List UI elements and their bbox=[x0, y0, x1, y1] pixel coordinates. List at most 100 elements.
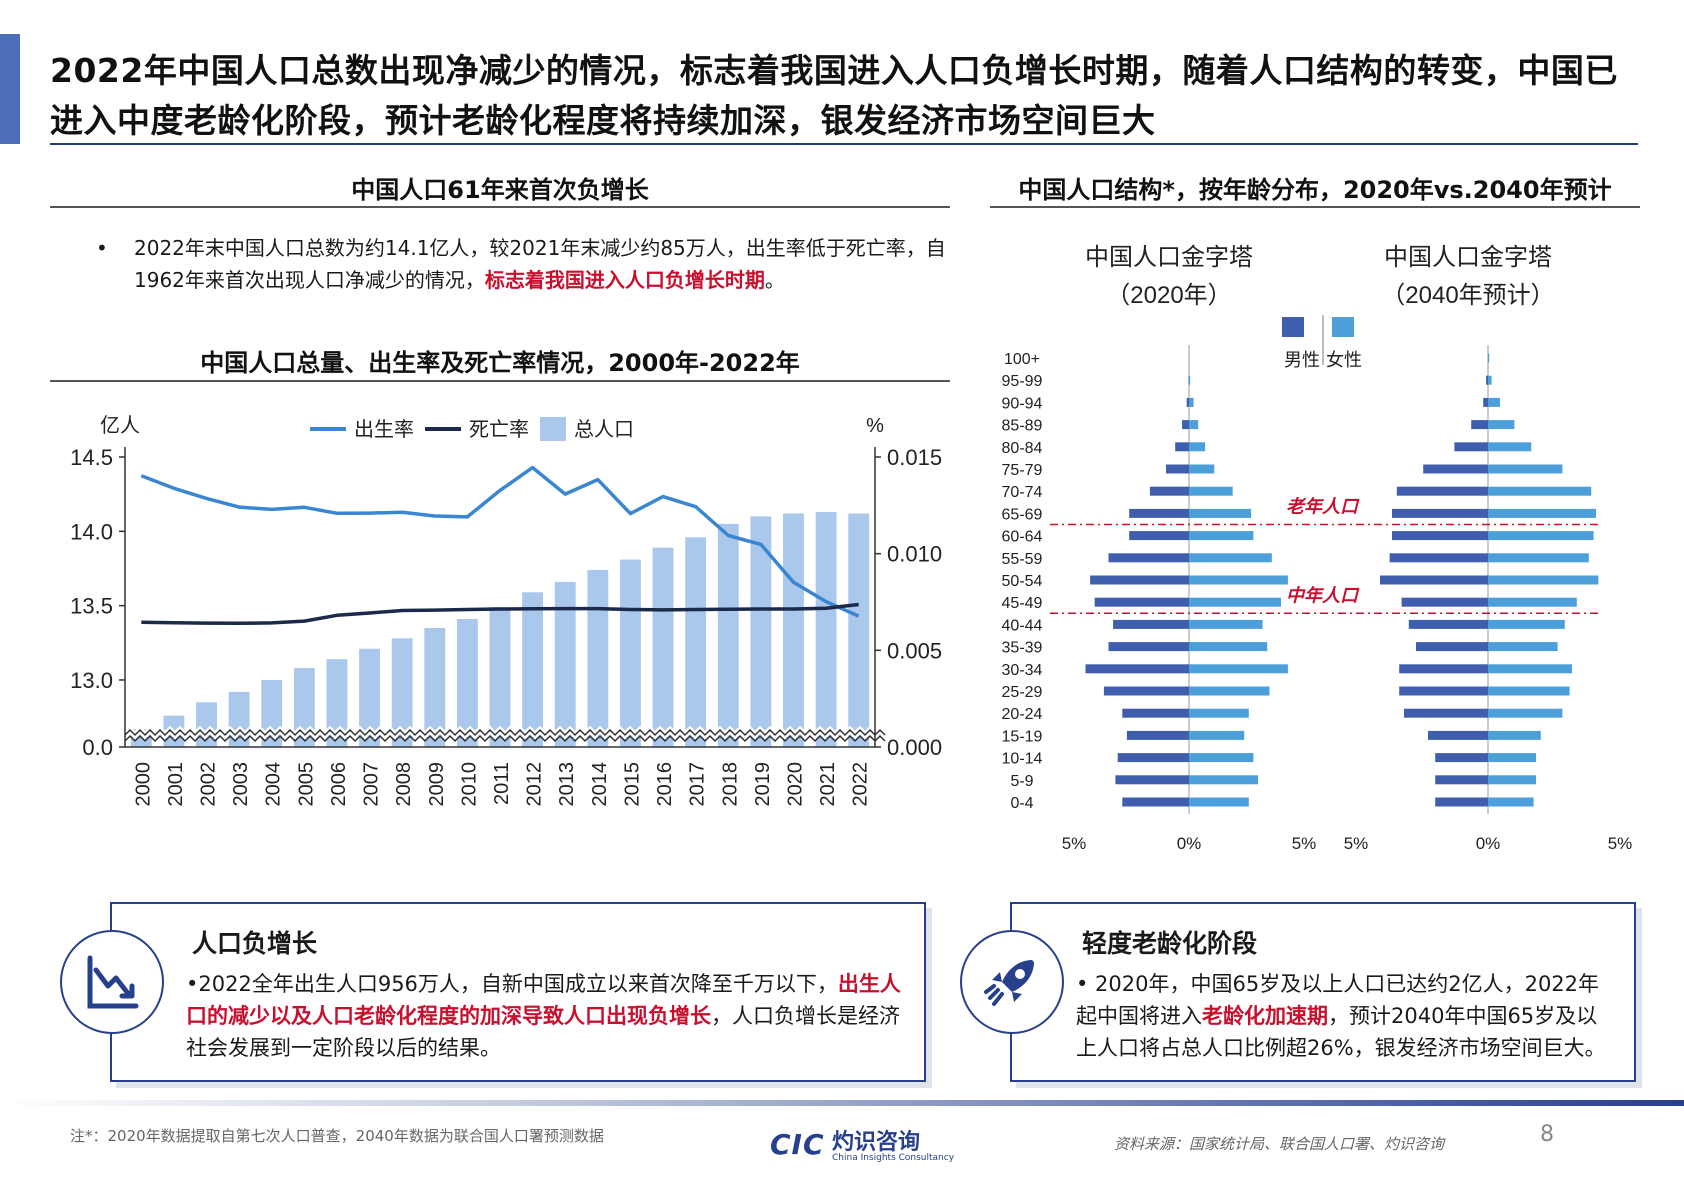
pyramid-bar-female bbox=[1488, 575, 1599, 585]
left-tick-label: 13.0 bbox=[70, 668, 113, 693]
pyramid-bar-male bbox=[1108, 553, 1189, 563]
right-tick-label: 0.000 bbox=[887, 735, 942, 760]
x-tick-label: 2017 bbox=[687, 762, 709, 807]
legend-label: 男性 bbox=[1284, 350, 1320, 370]
pyramid-bar-female bbox=[1488, 442, 1532, 452]
x-tick-label: 2020 bbox=[784, 762, 806, 807]
pyramid-bar-female bbox=[1488, 797, 1534, 807]
x-tick-label: 2016 bbox=[654, 762, 676, 807]
pyramid-bar-male bbox=[1149, 486, 1189, 496]
pyramid-bar-male bbox=[1428, 730, 1488, 740]
age-group-label: 55-59 bbox=[1002, 551, 1043, 568]
footnote: 注*：2020年数据提取自第七次人口普查，2040年数据为联合国人口署预测数据 bbox=[70, 1127, 604, 1145]
card-left-title: 人口负增长 bbox=[192, 929, 318, 958]
pyramid-bar-female bbox=[1189, 775, 1258, 785]
x-tick-label: 2005 bbox=[295, 762, 317, 807]
pyramid-bar-female bbox=[1488, 375, 1492, 385]
combo-chart-title: 中国人口总量、出生率及死亡率情况，2000年-2022年 bbox=[200, 349, 800, 377]
x-tick-label: 2007 bbox=[361, 762, 383, 807]
footer-divider bbox=[0, 1100, 1684, 1106]
legend-label: 死亡率 bbox=[469, 418, 529, 441]
x-tick-label: 2004 bbox=[263, 762, 285, 807]
x-tick-label: 2012 bbox=[524, 762, 546, 807]
pyramid-bar-female bbox=[1488, 753, 1536, 763]
pyramid-bar-female bbox=[1189, 420, 1199, 430]
pyramid-bar-male bbox=[1090, 575, 1189, 585]
line-death-rate bbox=[141, 602, 859, 626]
age-group-label: 70-74 bbox=[1002, 484, 1043, 501]
rocket-icon bbox=[960, 930, 1064, 1034]
pyramid-bar-female bbox=[1189, 442, 1206, 452]
pyramid-bar-male bbox=[1399, 686, 1488, 696]
bar-total-population bbox=[391, 638, 413, 747]
pyramid-bar-female bbox=[1189, 642, 1268, 652]
bar-total-population bbox=[554, 581, 576, 747]
pyramid-bar-female bbox=[1189, 486, 1233, 496]
pyramid-bar-female bbox=[1189, 508, 1252, 518]
x-tick-label: 2000 bbox=[132, 762, 154, 807]
age-group-label: 30-34 bbox=[1002, 662, 1043, 679]
pyramid-bar-female bbox=[1189, 730, 1245, 740]
pyramid-bar-female bbox=[1189, 464, 1215, 474]
pyramid-bar-male bbox=[1404, 708, 1488, 718]
age-group-label: 50-54 bbox=[1002, 573, 1043, 590]
pyramid-bar-female bbox=[1189, 575, 1288, 585]
pyramid-bar-male bbox=[1103, 686, 1189, 696]
x-tick-label: 5% bbox=[1344, 834, 1369, 853]
pyramid-bar-female bbox=[1488, 508, 1596, 518]
page-headline: 2022年中国人口总数出现净减少的情况，标志着我国进入人口负增长时期，随着人口结… bbox=[50, 51, 1618, 140]
pyramid-bar-male bbox=[1401, 597, 1488, 607]
left-tick-label: 13.5 bbox=[70, 594, 113, 619]
card-right-text-c: ，预计2040年中国65岁及以上人口将占总人口比例超26%，银发经济市场空间巨大… bbox=[1076, 1004, 1606, 1060]
age-group-label: 5-9 bbox=[1010, 773, 1033, 790]
pyramid-bar-female bbox=[1189, 753, 1254, 763]
age-group-label: 65-69 bbox=[1002, 506, 1043, 523]
x-tick-label: 2009 bbox=[426, 762, 448, 807]
pyramid-bar-male bbox=[1175, 442, 1189, 452]
pyramid-bar-male bbox=[1108, 642, 1189, 652]
pyramid-bar-female bbox=[1189, 708, 1249, 718]
bar-total-population bbox=[750, 516, 772, 747]
x-tick-label: 0% bbox=[1177, 834, 1202, 853]
bullet-body: 2022年末中国人口总数为约14.1亿人，较2021年末减少约85万人，出生率低… bbox=[134, 236, 946, 292]
pyramid-bar-male bbox=[1454, 442, 1488, 452]
legend-label: 女性 bbox=[1326, 350, 1362, 370]
pyramid-bar-male bbox=[1113, 619, 1189, 629]
pyramid-title: 中国人口金字塔 bbox=[1384, 244, 1552, 271]
pyramid-bar-male bbox=[1416, 642, 1488, 652]
x-tick-label: 5% bbox=[1062, 834, 1087, 853]
legend-male-swatch bbox=[1282, 317, 1304, 337]
age-group-label: 20-24 bbox=[1002, 706, 1043, 723]
pyramid-subtitle: （2040年预计） bbox=[1381, 282, 1554, 309]
bar-total-population bbox=[652, 547, 674, 747]
right-section-rule bbox=[990, 206, 1640, 208]
left-bullet-text: • 2022年末中国人口总数为约14.1亿人，较2021年末减少约85万人，出生… bbox=[70, 232, 960, 296]
left-section-title: 中国人口61年来首次负增长 bbox=[351, 176, 649, 204]
pyramid-bar-male bbox=[1129, 508, 1189, 518]
age-group-label: 100+ bbox=[1004, 351, 1040, 368]
age-group-label: 45-49 bbox=[1002, 595, 1043, 612]
right-tick-label: 0.005 bbox=[887, 638, 942, 663]
age-group-label: 60-64 bbox=[1002, 529, 1043, 546]
card-population-decline: 人口负增长 •2022全年出生人口956万人，自新中国成立以来首次降至千万以下，… bbox=[110, 902, 926, 1082]
legend-label: 总人口 bbox=[574, 418, 634, 441]
pyramid-bar-female bbox=[1488, 708, 1563, 718]
age-group-label: 80-84 bbox=[1002, 440, 1043, 457]
axis-break-zigzag bbox=[124, 728, 886, 737]
card-left-text: •2022全年出生人口956万人，自新中国成立以来首次降至千万以下，出生人口的减… bbox=[186, 968, 906, 1064]
x-tick-label: 2003 bbox=[230, 762, 252, 807]
pyramid-bar-female bbox=[1488, 531, 1594, 541]
left-section-rule bbox=[50, 206, 950, 208]
pyramid-bar-male bbox=[1435, 775, 1488, 785]
left-tick-label: 14.0 bbox=[70, 519, 113, 544]
pyramid-bar-female bbox=[1189, 664, 1288, 674]
annotation-elderly: 老年人口 bbox=[1286, 497, 1360, 517]
combo-chart-rule bbox=[50, 380, 950, 382]
pyramid-chart: 中国人口金字塔 （2020年） 中国人口金字塔 （2040年预计） 男性 女性 100+ 95… bbox=[1002, 244, 1633, 853]
pyramid-bar-male bbox=[1399, 664, 1488, 674]
pyramid-bar-male bbox=[1483, 397, 1488, 407]
x-tick-label: 2011 bbox=[491, 762, 513, 805]
axis-break-zigzag bbox=[124, 734, 886, 743]
pyramid-bar-male bbox=[1435, 797, 1488, 807]
pyramid-bar-female bbox=[1488, 420, 1515, 430]
